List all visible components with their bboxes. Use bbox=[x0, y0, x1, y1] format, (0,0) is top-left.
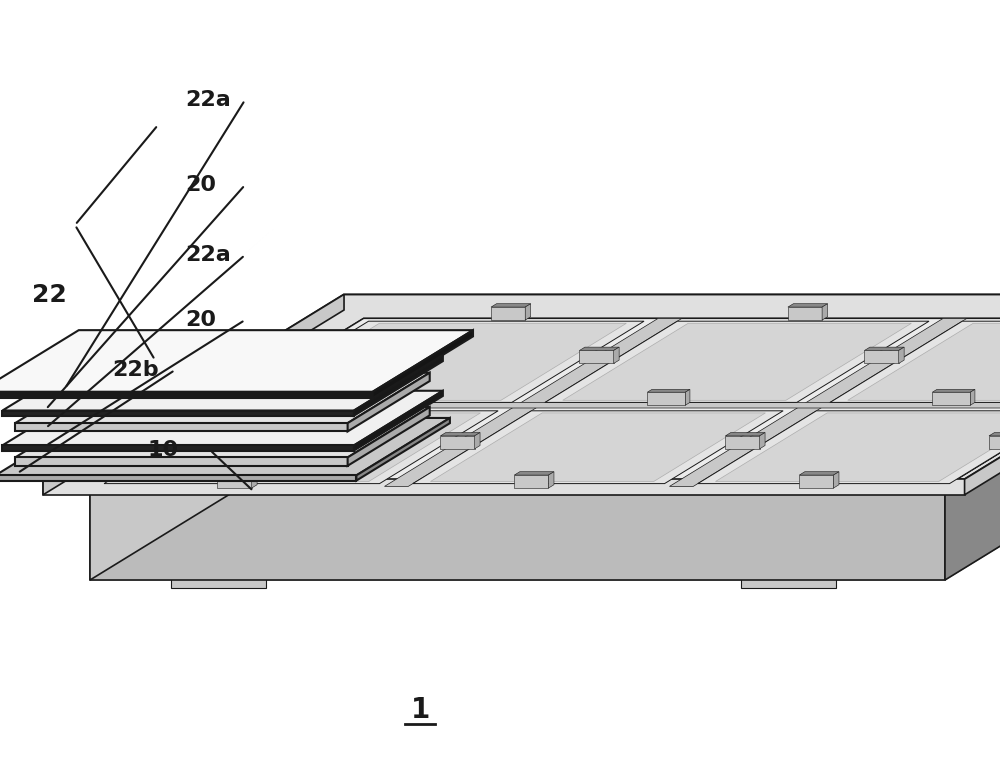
Polygon shape bbox=[273, 347, 313, 350]
Text: 10: 10 bbox=[148, 440, 179, 460]
Polygon shape bbox=[90, 319, 364, 580]
Polygon shape bbox=[440, 436, 475, 449]
Polygon shape bbox=[307, 347, 313, 363]
Polygon shape bbox=[725, 432, 765, 436]
Polygon shape bbox=[0, 330, 473, 392]
Text: 20: 20 bbox=[185, 175, 216, 195]
Text: 22: 22 bbox=[32, 283, 67, 307]
Polygon shape bbox=[430, 413, 765, 482]
Polygon shape bbox=[685, 389, 690, 406]
Polygon shape bbox=[348, 372, 430, 432]
Text: 22a: 22a bbox=[185, 90, 231, 110]
Polygon shape bbox=[563, 323, 911, 400]
Polygon shape bbox=[725, 436, 760, 449]
Polygon shape bbox=[440, 432, 480, 436]
Polygon shape bbox=[104, 411, 498, 484]
Polygon shape bbox=[788, 307, 822, 320]
Polygon shape bbox=[2, 445, 354, 451]
Polygon shape bbox=[647, 392, 685, 406]
Polygon shape bbox=[647, 389, 690, 392]
Text: 22a: 22a bbox=[185, 245, 231, 265]
Text: 22b: 22b bbox=[112, 360, 159, 380]
Polygon shape bbox=[90, 319, 1000, 486]
Polygon shape bbox=[525, 303, 531, 320]
Polygon shape bbox=[413, 411, 783, 484]
Polygon shape bbox=[134, 436, 168, 449]
Text: 20: 20 bbox=[185, 310, 216, 330]
Polygon shape bbox=[467, 381, 562, 407]
Polygon shape bbox=[491, 303, 531, 307]
Polygon shape bbox=[90, 486, 945, 580]
Polygon shape bbox=[491, 307, 525, 320]
Polygon shape bbox=[171, 562, 266, 588]
Polygon shape bbox=[965, 294, 1000, 495]
Polygon shape bbox=[43, 479, 965, 495]
Polygon shape bbox=[218, 402, 1000, 408]
Polygon shape bbox=[945, 319, 1000, 580]
Polygon shape bbox=[579, 347, 619, 350]
Polygon shape bbox=[90, 319, 1000, 486]
Polygon shape bbox=[579, 350, 614, 363]
Polygon shape bbox=[2, 391, 443, 445]
Polygon shape bbox=[799, 475, 833, 488]
Polygon shape bbox=[932, 392, 970, 406]
Text: 1: 1 bbox=[410, 696, 430, 724]
Polygon shape bbox=[822, 303, 828, 320]
Polygon shape bbox=[90, 412, 1000, 580]
Polygon shape bbox=[788, 303, 828, 307]
Polygon shape bbox=[15, 423, 348, 432]
Polygon shape bbox=[698, 411, 1000, 484]
Polygon shape bbox=[356, 418, 450, 481]
Polygon shape bbox=[43, 294, 344, 495]
Polygon shape bbox=[864, 347, 904, 350]
Polygon shape bbox=[350, 389, 393, 392]
Polygon shape bbox=[545, 321, 929, 402]
Polygon shape bbox=[348, 407, 430, 465]
Polygon shape bbox=[2, 411, 354, 415]
Polygon shape bbox=[741, 562, 836, 588]
Polygon shape bbox=[970, 389, 975, 406]
Polygon shape bbox=[2, 356, 443, 411]
Polygon shape bbox=[0, 418, 450, 475]
Polygon shape bbox=[833, 472, 839, 488]
Polygon shape bbox=[350, 392, 388, 406]
Polygon shape bbox=[514, 475, 548, 488]
Polygon shape bbox=[388, 389, 393, 406]
Polygon shape bbox=[15, 407, 430, 458]
Polygon shape bbox=[15, 372, 430, 423]
Polygon shape bbox=[614, 347, 619, 363]
Polygon shape bbox=[252, 472, 257, 488]
Polygon shape bbox=[15, 458, 348, 465]
Polygon shape bbox=[122, 413, 480, 482]
Polygon shape bbox=[273, 350, 307, 363]
Polygon shape bbox=[514, 472, 554, 475]
Polygon shape bbox=[0, 392, 373, 398]
Polygon shape bbox=[373, 330, 473, 398]
Polygon shape bbox=[0, 475, 356, 481]
Polygon shape bbox=[670, 319, 967, 486]
Polygon shape bbox=[168, 432, 174, 449]
Polygon shape bbox=[899, 347, 904, 363]
Polygon shape bbox=[43, 294, 1000, 479]
Polygon shape bbox=[548, 472, 554, 488]
Polygon shape bbox=[848, 323, 1000, 400]
Polygon shape bbox=[217, 472, 257, 475]
Polygon shape bbox=[989, 436, 1000, 449]
Polygon shape bbox=[989, 432, 1000, 436]
Polygon shape bbox=[932, 389, 975, 392]
Polygon shape bbox=[384, 319, 682, 486]
Polygon shape bbox=[217, 475, 252, 488]
Polygon shape bbox=[254, 323, 626, 400]
Polygon shape bbox=[830, 321, 1000, 402]
Polygon shape bbox=[799, 472, 839, 475]
Polygon shape bbox=[236, 321, 644, 402]
Polygon shape bbox=[134, 432, 174, 436]
Polygon shape bbox=[354, 356, 443, 415]
Polygon shape bbox=[864, 350, 899, 363]
Polygon shape bbox=[354, 391, 443, 451]
Polygon shape bbox=[475, 432, 480, 449]
Polygon shape bbox=[715, 413, 1000, 482]
Polygon shape bbox=[760, 432, 765, 449]
